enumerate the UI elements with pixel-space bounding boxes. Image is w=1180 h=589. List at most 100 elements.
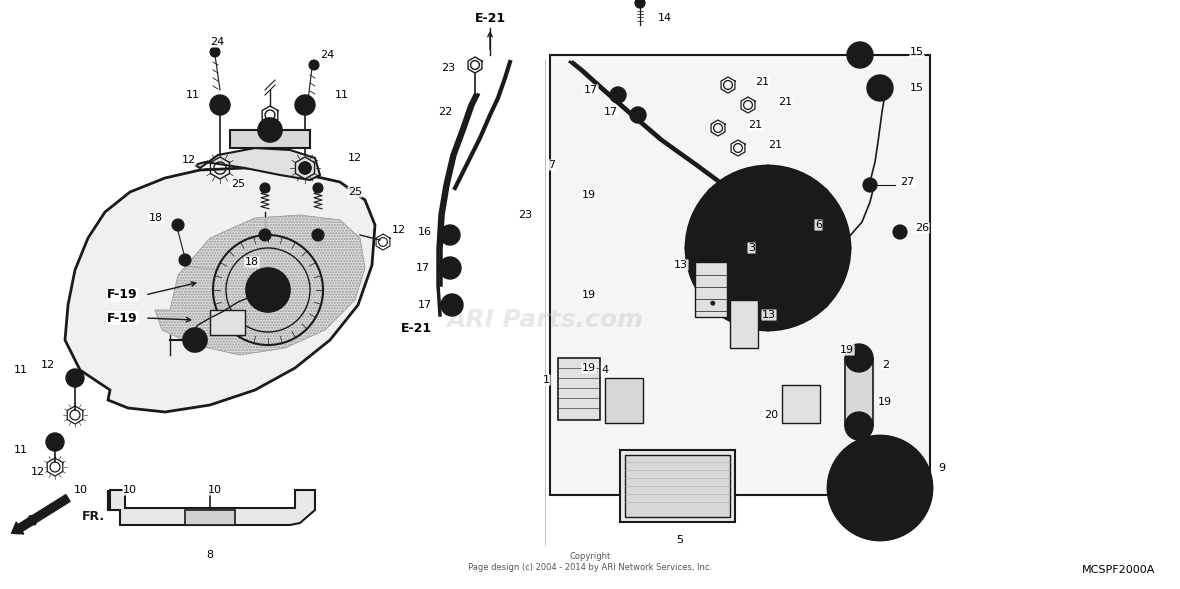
- Circle shape: [841, 243, 851, 253]
- Text: 20: 20: [763, 410, 778, 420]
- Text: 21: 21: [778, 97, 792, 107]
- Bar: [730, 300, 758, 348]
- Circle shape: [313, 183, 323, 193]
- Circle shape: [635, 0, 645, 8]
- Polygon shape: [155, 215, 365, 355]
- Circle shape: [263, 233, 267, 237]
- Text: 25: 25: [348, 187, 362, 197]
- Circle shape: [710, 191, 715, 195]
- Circle shape: [688, 246, 691, 250]
- Text: F-19: F-19: [107, 312, 138, 325]
- Circle shape: [863, 178, 877, 192]
- Text: 19: 19: [840, 345, 854, 355]
- Text: 9: 9: [938, 463, 945, 473]
- Circle shape: [301, 101, 309, 109]
- Text: 11: 11: [14, 445, 28, 455]
- Text: 27: 27: [900, 177, 914, 187]
- Text: 24: 24: [320, 50, 334, 60]
- Polygon shape: [185, 510, 235, 525]
- Circle shape: [439, 257, 461, 279]
- Circle shape: [258, 229, 271, 241]
- Text: 12: 12: [348, 153, 362, 163]
- Circle shape: [840, 448, 920, 528]
- Bar: [782, 385, 820, 423]
- Text: 19: 19: [582, 290, 596, 300]
- Text: 18: 18: [149, 213, 163, 223]
- Text: FR.: FR.: [81, 509, 105, 522]
- Circle shape: [630, 107, 645, 123]
- Text: 8: 8: [206, 550, 214, 560]
- Circle shape: [260, 183, 270, 193]
- Circle shape: [763, 165, 773, 175]
- Circle shape: [821, 191, 825, 195]
- Circle shape: [844, 246, 848, 250]
- Text: 19: 19: [582, 363, 596, 373]
- Text: 15: 15: [910, 83, 924, 93]
- Text: 10: 10: [208, 485, 222, 495]
- Polygon shape: [109, 490, 315, 525]
- Text: 21: 21: [755, 77, 769, 87]
- Text: 15: 15: [910, 47, 924, 57]
- Circle shape: [183, 257, 188, 263]
- Bar: [210, 310, 245, 335]
- Circle shape: [828, 436, 932, 540]
- Text: F-19: F-19: [107, 289, 138, 302]
- Text: 11: 11: [186, 90, 199, 100]
- Circle shape: [867, 75, 893, 101]
- Text: 14: 14: [658, 13, 673, 23]
- Circle shape: [867, 182, 873, 188]
- Circle shape: [610, 87, 627, 103]
- Text: 5: 5: [676, 535, 683, 545]
- Circle shape: [51, 438, 59, 446]
- Text: 7: 7: [548, 160, 555, 170]
- Text: 12: 12: [31, 467, 45, 477]
- Circle shape: [183, 328, 206, 352]
- Circle shape: [295, 95, 315, 115]
- Text: 13: 13: [762, 310, 776, 320]
- Circle shape: [852, 460, 907, 516]
- Circle shape: [258, 118, 282, 142]
- Text: 6: 6: [815, 220, 822, 230]
- Circle shape: [818, 298, 828, 308]
- Text: 11: 11: [335, 90, 349, 100]
- Text: 23: 23: [518, 210, 532, 220]
- Text: MCSPF2000A: MCSPF2000A: [1082, 565, 1155, 575]
- Text: 23: 23: [441, 63, 455, 73]
- Circle shape: [763, 321, 773, 331]
- Circle shape: [708, 188, 717, 198]
- Circle shape: [874, 82, 886, 94]
- Text: 13: 13: [674, 260, 688, 270]
- Circle shape: [256, 278, 280, 302]
- Text: 12: 12: [41, 360, 55, 370]
- Circle shape: [179, 254, 191, 266]
- Text: 17: 17: [604, 107, 618, 117]
- Circle shape: [686, 243, 695, 253]
- Text: 4: 4: [602, 365, 609, 375]
- Text: 16: 16: [418, 227, 432, 237]
- Circle shape: [312, 229, 325, 241]
- Circle shape: [214, 50, 217, 54]
- Text: Copyright
Page design (c) 2004 - 2014 by ARI Network Services, Inc.: Copyright Page design (c) 2004 - 2014 by…: [468, 552, 712, 572]
- Circle shape: [893, 225, 907, 239]
- Circle shape: [710, 301, 715, 305]
- Bar: [550, 55, 930, 495]
- Text: 2: 2: [881, 360, 889, 370]
- Text: 1: 1: [543, 375, 550, 385]
- Circle shape: [210, 47, 219, 57]
- Circle shape: [210, 95, 230, 115]
- Circle shape: [309, 60, 319, 70]
- Bar: [620, 450, 735, 522]
- Circle shape: [266, 125, 275, 135]
- Text: E-21: E-21: [401, 322, 432, 335]
- Circle shape: [172, 219, 184, 231]
- Text: 3: 3: [748, 243, 755, 253]
- Bar: [625, 455, 730, 517]
- Circle shape: [299, 162, 312, 174]
- Circle shape: [686, 166, 850, 330]
- Circle shape: [316, 233, 320, 237]
- Text: 18: 18: [245, 257, 260, 267]
- Text: 26: 26: [914, 223, 929, 233]
- Polygon shape: [195, 148, 320, 180]
- Text: 21: 21: [748, 120, 762, 130]
- Circle shape: [440, 225, 460, 245]
